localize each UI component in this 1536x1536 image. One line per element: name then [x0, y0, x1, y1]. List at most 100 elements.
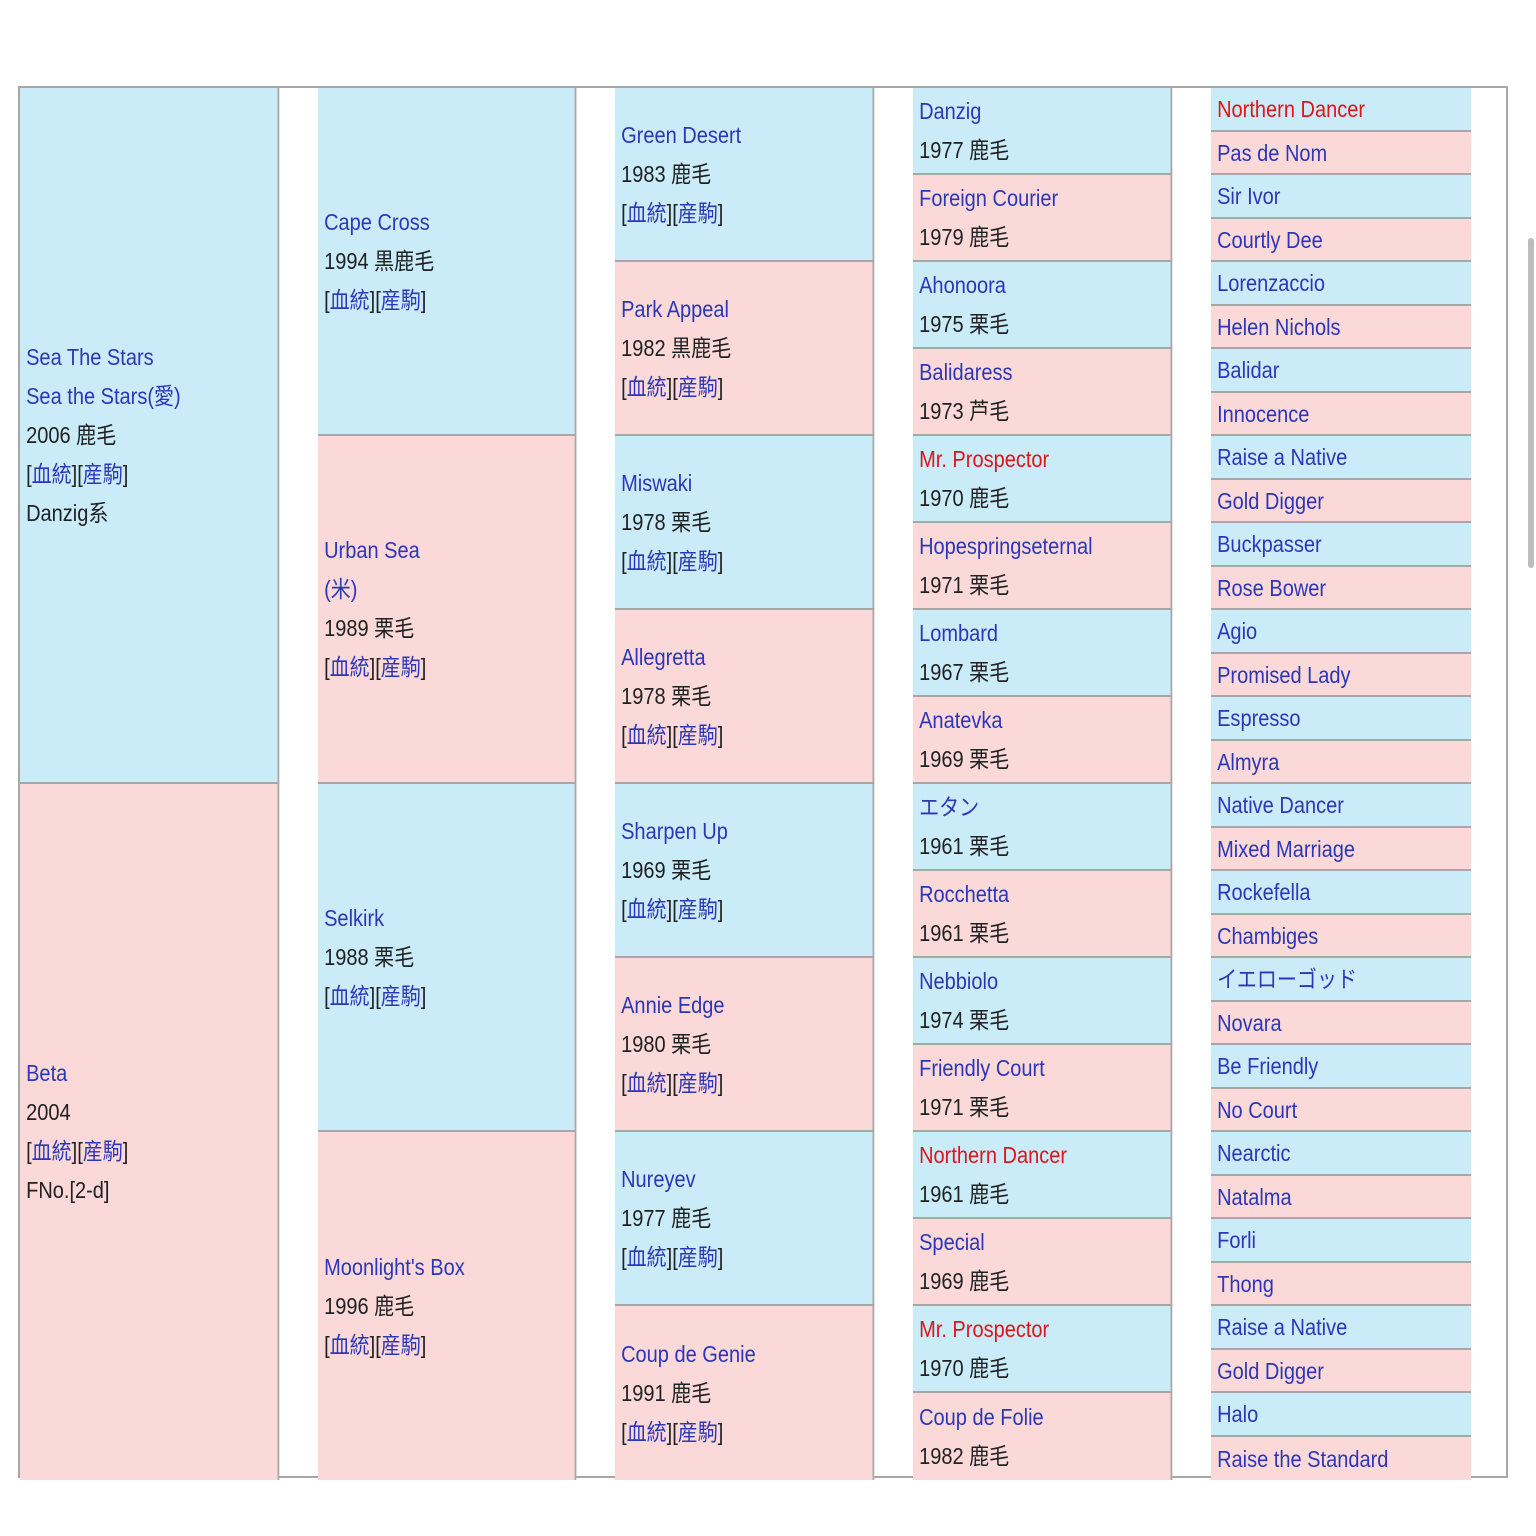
horse-name-link[interactable]: Miswaki — [621, 469, 693, 496]
horse-name-link[interactable]: Forli — [1217, 1227, 1257, 1254]
horse-name-link[interactable]: Balidar — [1217, 357, 1280, 384]
horse-name-link[interactable]: Northern Dancer — [919, 1141, 1068, 1168]
horse-name-link[interactable]: Promised Lady — [1217, 661, 1351, 688]
horse-name-link[interactable]: イエローゴッド — [1217, 966, 1357, 993]
pedigree-link[interactable]: 血統 — [329, 1331, 370, 1358]
progeny-link[interactable]: 産駒 — [82, 1138, 123, 1164]
dam-name-link[interactable]: Beta — [26, 1060, 68, 1086]
horse-origin-link[interactable]: (米) — [324, 576, 358, 602]
horse-name-link[interactable]: Rocchetta — [919, 880, 1010, 907]
horse-name-link[interactable]: Hopespringseternal — [919, 532, 1093, 559]
horse-name-link[interactable]: Selkirk — [324, 904, 385, 931]
pedigree-link[interactable]: 血統 — [626, 1418, 667, 1445]
pedigree-cell-gen5: Natalma — [1211, 1175, 1472, 1219]
horse-name-link[interactable]: Raise a Native — [1217, 444, 1348, 471]
horse-name-link[interactable]: No Court — [1217, 1096, 1298, 1123]
pedigree-link[interactable]: 血統 — [31, 460, 72, 487]
progeny-link[interactable]: 産駒 — [677, 1418, 718, 1445]
horse-name-link[interactable]: Buckpasser — [1217, 531, 1322, 558]
pedigree-link[interactable]: 血統 — [626, 199, 667, 226]
horse-name-link[interactable]: Anatevka — [919, 706, 1003, 733]
progeny-link[interactable]: 産駒 — [677, 1069, 718, 1096]
horse-info: 1961 栗毛 — [919, 919, 1010, 946]
horse-name-link[interactable]: Allegretta — [621, 643, 706, 670]
horse-name-link[interactable]: Balidaress — [919, 358, 1013, 385]
progeny-link[interactable]: 産駒 — [82, 460, 123, 487]
horse-name-link[interactable]: Nureyev — [621, 1165, 696, 1192]
horse-name-link[interactable]: Coup de Genie — [621, 1340, 756, 1367]
progeny-link[interactable]: 産駒 — [380, 286, 421, 313]
pedigree-cell-gen5: Raise a Native — [1211, 436, 1472, 480]
horse-name-link[interactable]: Thong — [1217, 1270, 1274, 1297]
sire-ja-name-link[interactable]: Sea the Stars(愛) — [26, 382, 181, 409]
pedigree-link[interactable]: 血統 — [329, 982, 370, 1009]
horse-name-link[interactable]: Mr. Prospector — [919, 445, 1050, 472]
horse-name-link[interactable]: Urban Sea — [324, 537, 420, 563]
horse-name-link[interactable]: Mr. Prospector — [919, 1315, 1050, 1342]
horse-name-link[interactable]: Almyra — [1217, 748, 1280, 775]
horse-name-link[interactable]: Novara — [1217, 1009, 1282, 1036]
horse-name-link[interactable]: Danzig — [919, 97, 982, 124]
horse-name-link[interactable]: Sharpen Up — [621, 817, 728, 844]
pedigree-link[interactable]: 血統 — [626, 373, 667, 400]
horse-name-link[interactable]: Gold Digger — [1217, 1357, 1324, 1384]
pedigree-link[interactable]: 血統 — [626, 721, 667, 748]
horse-name-link[interactable]: Chambiges — [1217, 922, 1319, 949]
horse-name-link[interactable]: Rockefella — [1217, 879, 1311, 906]
vertical-scrollbar[interactable] — [1528, 238, 1534, 568]
sire-name-link[interactable]: Sea The Stars — [26, 343, 154, 370]
pedigree-cell-gen4: Balidaress 1973 芦毛 — [913, 349, 1173, 436]
pedigree-cell-gen5: Native Dancer — [1211, 784, 1472, 828]
horse-name-link[interactable]: Ahonoora — [919, 271, 1006, 298]
horse-name-link[interactable]: Annie Edge — [621, 991, 725, 1018]
horse-name-link[interactable]: Lombard — [919, 619, 999, 646]
horse-name-link[interactable]: Helen Nichols — [1217, 313, 1341, 340]
pedigree-link[interactable]: 血統 — [329, 286, 370, 313]
horse-name-link[interactable]: Cape Cross — [324, 208, 430, 235]
progeny-link[interactable]: 産駒 — [677, 895, 718, 922]
progeny-link[interactable]: 産駒 — [677, 1243, 718, 1270]
horse-name-link[interactable]: Moonlight's Box — [324, 1253, 465, 1280]
horse-name-link[interactable]: Sir Ivor — [1217, 183, 1281, 210]
horse-name-link[interactable]: Lorenzaccio — [1217, 270, 1325, 297]
horse-name-link[interactable]: Mixed Marriage — [1217, 835, 1355, 862]
horse-name-link[interactable]: Raise the Standard — [1217, 1445, 1389, 1472]
horse-name-link[interactable]: Coup de Folie — [919, 1403, 1044, 1430]
horse-name-link[interactable]: Halo — [1217, 1401, 1259, 1428]
horse-name-link[interactable]: Nebbiolo — [919, 967, 999, 994]
horse-name-link[interactable]: Rose Bower — [1217, 574, 1327, 601]
progeny-link[interactable]: 産駒 — [380, 1331, 421, 1358]
pedigree-link[interactable]: 血統 — [329, 654, 370, 680]
pedigree-link[interactable]: 血統 — [31, 1138, 72, 1164]
horse-name-link[interactable]: Nearctic — [1217, 1140, 1291, 1167]
horse-name-link[interactable]: Park Appeal — [621, 295, 729, 322]
horse-name-link[interactable]: Foreign Courier — [919, 184, 1059, 211]
horse-name-link[interactable]: Agio — [1217, 618, 1258, 645]
horse-name-link[interactable]: Native Dancer — [1217, 792, 1344, 819]
horse-name-link[interactable]: Gold Digger — [1217, 487, 1324, 514]
progeny-link[interactable]: 産駒 — [380, 982, 421, 1009]
horse-name-link[interactable]: Special — [919, 1228, 985, 1255]
horse-name-link[interactable]: Be Friendly — [1217, 1053, 1319, 1080]
horse-name-link[interactable]: Natalma — [1217, 1183, 1292, 1210]
progeny-link[interactable]: 産駒 — [677, 721, 718, 748]
pedigree-link[interactable]: 血統 — [626, 547, 667, 574]
horse-name-link[interactable]: Raise a Native — [1217, 1314, 1348, 1341]
horse-name-link[interactable]: Northern Dancer — [1217, 96, 1366, 123]
horse-name-link[interactable]: Pas de Nom — [1217, 139, 1328, 166]
horse-name-link[interactable]: Friendly Court — [919, 1054, 1045, 1081]
pedigree-link[interactable]: 血統 — [626, 1069, 667, 1096]
horse-name-link[interactable]: Innocence — [1217, 400, 1310, 427]
pedigree-link[interactable]: 血統 — [626, 1243, 667, 1270]
progeny-link[interactable]: 産駒 — [677, 547, 718, 574]
progeny-link[interactable]: 産駒 — [677, 199, 718, 226]
pedigree-link[interactable]: 血統 — [626, 895, 667, 922]
horse-name-link[interactable]: Courtly Dee — [1217, 226, 1323, 253]
progeny-link[interactable]: 産駒 — [380, 654, 421, 680]
horse-name-link[interactable]: Green Desert — [621, 121, 742, 148]
progeny-link[interactable]: 産駒 — [677, 373, 718, 400]
horse-name-link[interactable]: エタン — [919, 793, 980, 820]
pedigree-cell-gen5: Promised Lady — [1211, 653, 1472, 697]
horse-name-link[interactable]: Espresso — [1217, 705, 1301, 732]
horse-info: 1967 栗毛 — [919, 658, 1010, 685]
